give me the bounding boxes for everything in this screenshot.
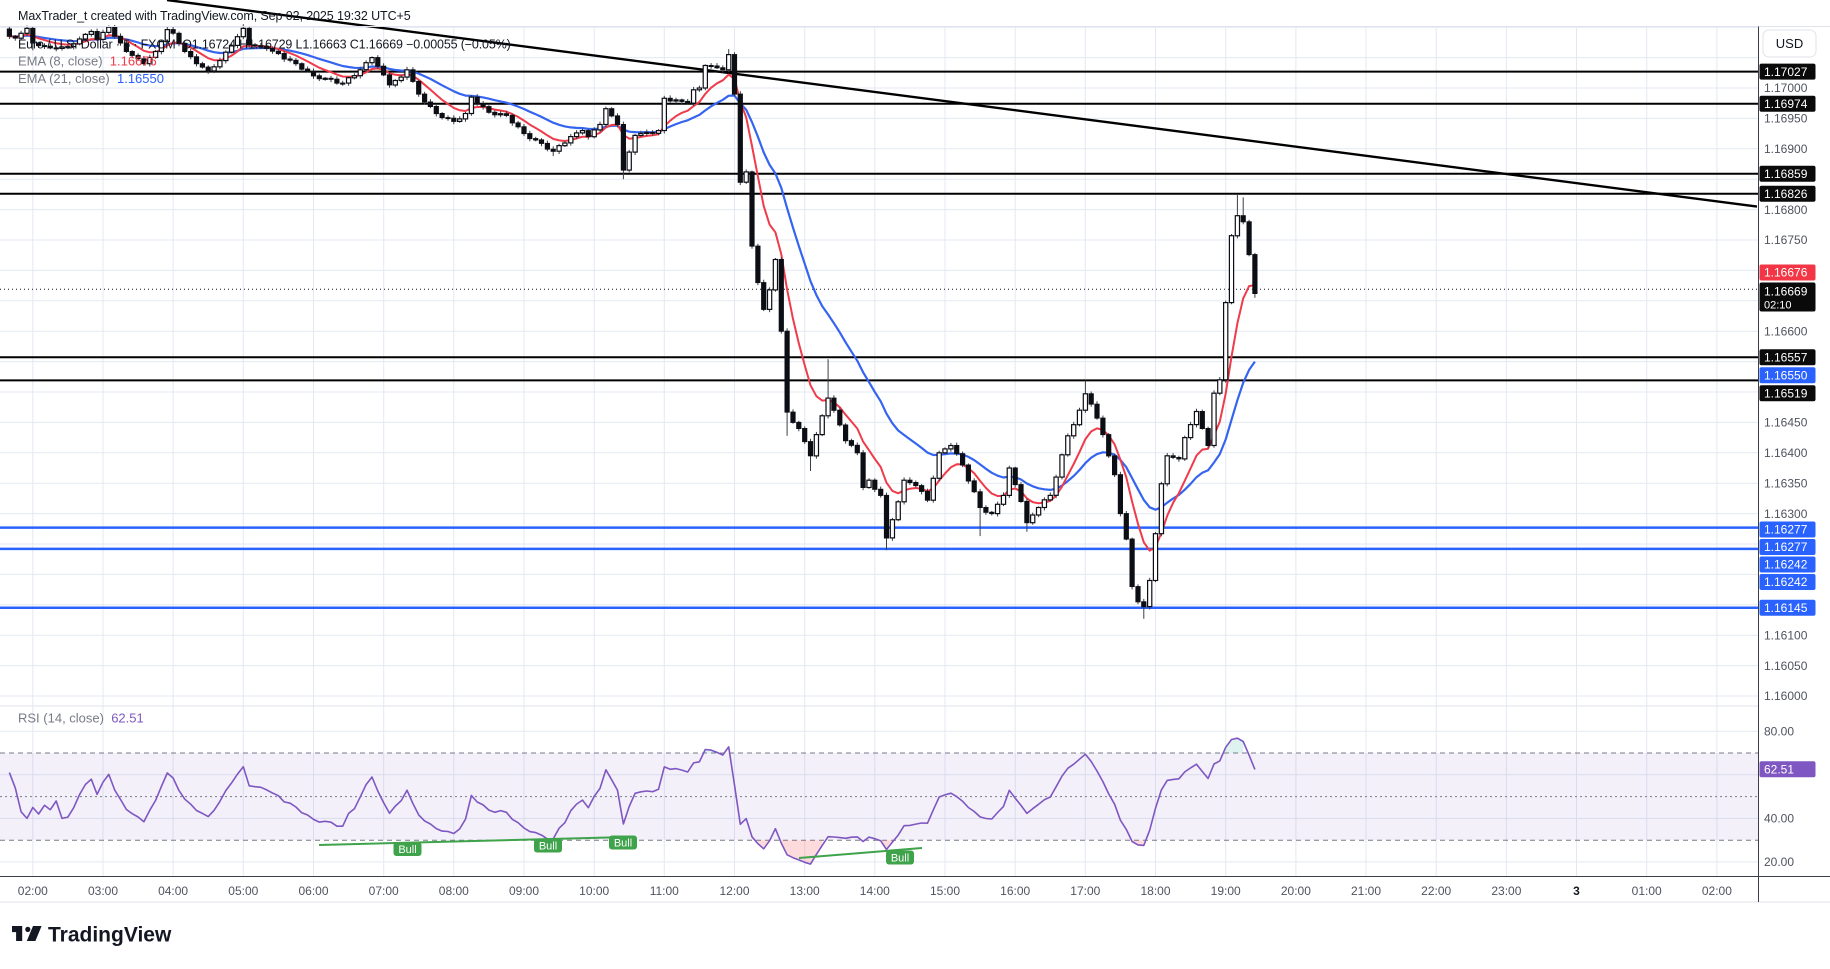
svg-text:1.17027: 1.17027 (1764, 65, 1808, 79)
svg-text:1.16950: 1.16950 (1764, 112, 1808, 126)
svg-text:1.16100: 1.16100 (1764, 628, 1808, 642)
svg-text:Bull: Bull (539, 841, 557, 853)
svg-text:1.16669: 1.16669 (1764, 285, 1808, 299)
svg-text:MaxTrader_t created with Tradi: MaxTrader_t created with TradingView.com… (18, 9, 411, 23)
svg-text:02:00: 02:00 (1702, 884, 1732, 898)
svg-text:21:00: 21:00 (1351, 884, 1381, 898)
svg-text:02:00: 02:00 (18, 884, 48, 898)
svg-text:22:00: 22:00 (1421, 884, 1451, 898)
svg-text:17:00: 17:00 (1070, 884, 1100, 898)
svg-text:23:00: 23:00 (1491, 884, 1521, 898)
svg-text:04:00: 04:00 (158, 884, 188, 898)
svg-text:12:00: 12:00 (719, 884, 749, 898)
svg-text:40.00: 40.00 (1764, 812, 1794, 826)
svg-text:08:00: 08:00 (439, 884, 469, 898)
svg-text:16:00: 16:00 (1000, 884, 1030, 898)
svg-text:06:00: 06:00 (298, 884, 328, 898)
svg-text:1.16859: 1.16859 (1764, 167, 1808, 181)
svg-text:Bull: Bull (614, 838, 632, 850)
svg-text:1.16242: 1.16242 (1764, 558, 1808, 572)
svg-text:1.16277: 1.16277 (1764, 523, 1808, 537)
svg-text:1.16050: 1.16050 (1764, 659, 1808, 673)
svg-text:USD: USD (1776, 36, 1803, 51)
svg-text:1.16145: 1.16145 (1764, 601, 1808, 615)
svg-text:1.16800: 1.16800 (1764, 203, 1808, 217)
svg-text:01:00: 01:00 (1632, 884, 1662, 898)
svg-text:1.16350: 1.16350 (1764, 476, 1808, 490)
svg-text:EMA (8, close) 1.16676: EMA (8, close) 1.16676 (18, 54, 157, 69)
svg-text:19:00: 19:00 (1211, 884, 1241, 898)
svg-text:Bull: Bull (398, 844, 416, 856)
svg-text:Euro / U.S. Dollar · 5 · FXCM: Euro / U.S. Dollar · 5 · FXCM O1.16724 H… (18, 38, 511, 52)
svg-text:80.00: 80.00 (1764, 725, 1794, 739)
svg-text:1.16277: 1.16277 (1764, 540, 1808, 554)
svg-text:1.16557: 1.16557 (1764, 351, 1808, 365)
svg-text:EMA (21, close) 1.16550: EMA (21, close) 1.16550 (18, 71, 164, 86)
svg-text:3: 3 (1573, 884, 1580, 898)
svg-text:20.00: 20.00 (1764, 855, 1794, 869)
svg-text:Bull: Bull (891, 853, 909, 865)
svg-text:1.16974: 1.16974 (1764, 97, 1808, 111)
svg-text:1.16000: 1.16000 (1764, 689, 1808, 703)
svg-text:TradingView: TradingView (48, 924, 172, 947)
svg-text:RSI (14, close) 62.51: RSI (14, close) 62.51 (18, 711, 144, 726)
svg-text:20:00: 20:00 (1281, 884, 1311, 898)
svg-text:14:00: 14:00 (860, 884, 890, 898)
svg-text:1.16550: 1.16550 (1764, 369, 1808, 383)
svg-text:07:00: 07:00 (369, 884, 399, 898)
svg-text:1.16242: 1.16242 (1764, 575, 1808, 589)
svg-text:05:00: 05:00 (228, 884, 258, 898)
svg-text:03:00: 03:00 (88, 884, 118, 898)
svg-text:1.16750: 1.16750 (1764, 233, 1808, 247)
svg-text:13:00: 13:00 (790, 884, 820, 898)
svg-text:1.16400: 1.16400 (1764, 446, 1808, 460)
svg-text:1.16300: 1.16300 (1764, 507, 1808, 521)
svg-text:1.16519: 1.16519 (1764, 387, 1808, 401)
svg-text:1.16600: 1.16600 (1764, 324, 1808, 338)
svg-text:18:00: 18:00 (1140, 884, 1170, 898)
svg-text:1.16450: 1.16450 (1764, 416, 1808, 430)
svg-text:62.51: 62.51 (1764, 763, 1794, 777)
svg-text:1.16900: 1.16900 (1764, 142, 1808, 156)
svg-text:1.17000: 1.17000 (1764, 81, 1808, 95)
svg-text:11:00: 11:00 (650, 884, 679, 898)
svg-text:1.16676: 1.16676 (1764, 266, 1808, 280)
svg-text:10:00: 10:00 (579, 884, 609, 898)
svg-text:02:10: 02:10 (1764, 300, 1792, 312)
svg-text:1.16826: 1.16826 (1764, 187, 1808, 201)
svg-text:15:00: 15:00 (930, 884, 960, 898)
svg-text:09:00: 09:00 (509, 884, 539, 898)
